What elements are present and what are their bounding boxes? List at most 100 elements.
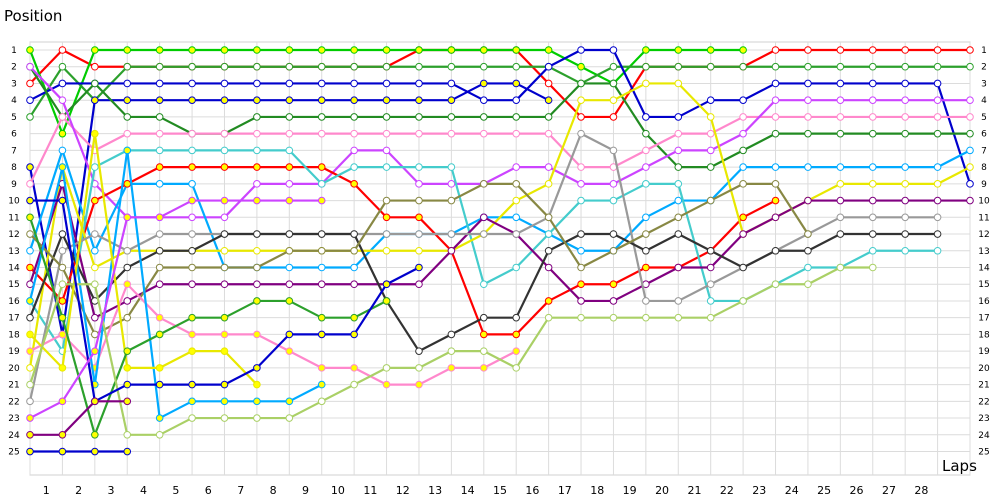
series-point [350,96,358,104]
series-point [26,380,34,389]
series-point [58,280,67,289]
series-point [868,196,877,205]
series-point [868,113,877,121]
series-point [836,180,845,188]
series-point [382,213,391,222]
series-point [253,46,261,54]
series-point [512,330,521,339]
series-point [26,113,34,121]
series-point [91,430,99,439]
series-point [642,263,650,272]
series-point [123,297,132,305]
y-tick-label-left: 24 [8,431,20,441]
series-point [642,46,650,54]
series-point [674,196,683,205]
x-tick-label: 6 [205,484,212,497]
series-point [771,79,780,88]
series-point [804,196,812,205]
series-23 [26,196,326,422]
x-tick-label: 27 [882,484,896,497]
series-point [868,79,877,88]
series-point [123,364,132,372]
x-tick-label: 11 [363,484,377,497]
series-point [123,313,132,322]
series-point [26,397,34,406]
y-tick-label-left: 6 [11,130,17,140]
series-point [415,347,423,355]
series-line [29,283,517,386]
y-tick-label-right: 24 [978,431,990,441]
series-point [706,280,715,289]
series-point [188,129,196,138]
series-point [447,230,456,238]
x-tick-label: 12 [396,484,410,497]
series-point [642,62,650,71]
series-point [58,364,67,372]
series-point [382,230,391,238]
y-tick-label-right: 2 [981,63,987,73]
series-point [901,62,909,71]
series-point [26,196,34,205]
y-tick-label-right: 19 [978,347,990,357]
series-line [29,65,970,219]
series-point [804,263,812,272]
series-point [253,196,261,205]
series-point [91,447,99,456]
series-point [220,414,229,422]
series-point [415,196,423,205]
series-point [804,96,812,104]
series-point [706,62,715,71]
series-point [447,347,456,355]
plot-border [29,41,971,476]
series-point [577,62,585,71]
series-point [674,62,683,71]
series-point [415,380,423,389]
series-point [155,263,164,272]
series-point [155,96,164,104]
y-tick-label-right: 21 [978,381,989,391]
y-tick-label-left: 16 [8,297,20,307]
series-point [91,163,99,171]
series-point [577,196,585,205]
y-tick-label-right: 18 [978,330,990,340]
series-point [317,380,326,389]
x-tick-label: 14 [461,484,475,497]
series-point [350,129,358,138]
series-point [804,62,812,71]
series-point [706,129,715,138]
series-point [91,280,99,289]
series-point [512,196,521,205]
series-point [771,96,780,104]
series-point [544,163,553,171]
series-point [609,297,618,305]
series-point [58,79,67,88]
series-point [188,246,196,255]
series-point [253,397,261,406]
series-point [155,46,164,54]
series-line [29,48,972,185]
series-point [382,129,391,138]
series-point [868,213,877,222]
series-point [155,113,164,121]
series-point [642,313,650,322]
series-point [253,280,261,289]
series-point [706,196,715,205]
series-point [771,163,780,171]
x-tick-label: 23 [752,484,766,497]
series-point [674,297,683,305]
series-point [317,280,326,289]
series-point [26,447,34,456]
series-point [577,263,585,272]
series-point [479,46,488,54]
series-point [58,46,67,54]
series-point [220,46,229,54]
series-point [836,230,845,238]
series-point [447,129,456,138]
x-tick-label: 10 [331,484,345,497]
series-point [220,347,229,355]
series-point [220,397,229,406]
y-tick-label-right: 4 [981,96,987,106]
